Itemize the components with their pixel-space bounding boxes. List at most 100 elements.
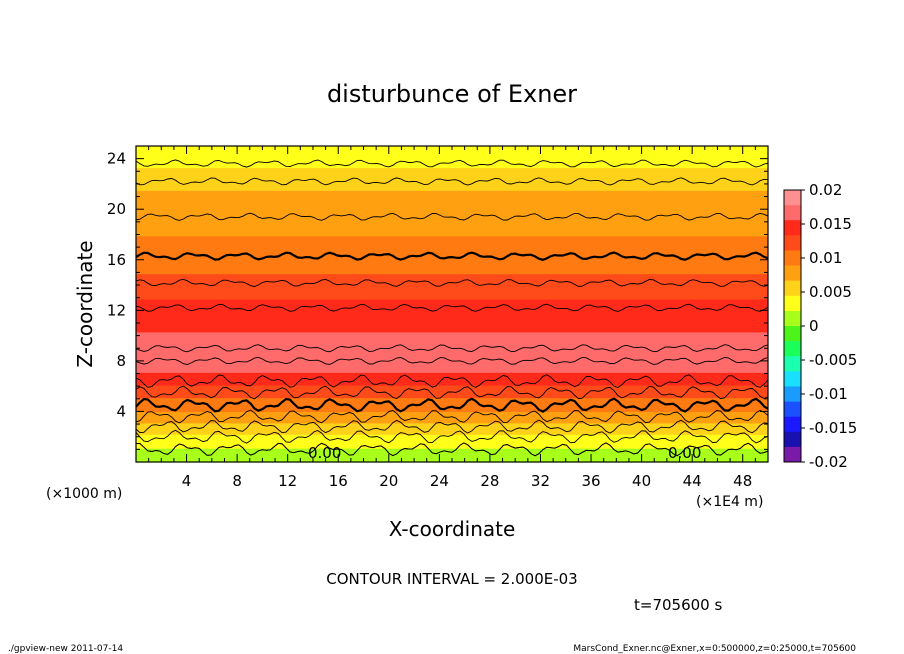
field-band <box>136 338 768 340</box>
field-band <box>136 416 768 419</box>
contour-line <box>135 159 769 168</box>
field-band <box>136 383 768 386</box>
y-unit-label: (×1000 m) <box>46 486 122 502</box>
field-band <box>136 441 768 444</box>
field-band <box>136 329 768 332</box>
field-band <box>136 239 768 242</box>
field-band <box>136 264 768 267</box>
field-band <box>136 456 768 459</box>
field-band <box>136 454 768 457</box>
field-band <box>136 229 768 232</box>
field-band <box>136 417 768 420</box>
field-band <box>136 424 768 426</box>
field-band <box>136 224 768 227</box>
field-band <box>136 419 768 421</box>
field-band <box>136 235 768 238</box>
field-band <box>136 449 768 452</box>
field-band <box>136 374 768 377</box>
colorbar-tick-label: 0.005 <box>809 283 852 301</box>
field-band <box>136 359 768 362</box>
field-band <box>136 320 768 323</box>
field-band <box>136 384 768 387</box>
contour-label-1: 0.00 <box>308 444 341 462</box>
field-band <box>136 212 768 215</box>
field-band <box>136 152 768 155</box>
field-band <box>136 164 768 167</box>
field-band <box>136 331 768 334</box>
contour-interval-label: CONTOUR INTERVAL = 2.000E-03 <box>326 570 577 588</box>
field-band <box>136 221 768 224</box>
field-band <box>136 263 768 266</box>
field-band <box>136 445 768 448</box>
field-band <box>136 261 768 263</box>
field-band <box>136 225 768 228</box>
contour-lines <box>135 159 769 457</box>
field-band <box>136 431 768 434</box>
field-band <box>136 346 768 349</box>
field-band <box>136 173 768 176</box>
colorbar-swatch <box>784 386 801 402</box>
field-band <box>136 234 768 237</box>
field-band <box>136 379 768 382</box>
footer-left: ./gpview-new 2011-07-14 <box>8 644 123 654</box>
field-band <box>136 180 768 182</box>
field-band <box>136 243 768 246</box>
field-band <box>136 377 768 380</box>
field-band <box>136 240 768 243</box>
field-band <box>136 388 768 391</box>
chart-title: disturbunce of Exner <box>327 80 577 108</box>
contour-line <box>135 409 769 424</box>
field-band <box>136 267 768 270</box>
field-band <box>136 282 768 285</box>
field-band <box>136 381 768 383</box>
field-band <box>136 316 768 319</box>
x-tick-label: 20 <box>379 472 398 490</box>
field-band <box>136 206 768 209</box>
field-band <box>136 372 768 375</box>
field-band <box>136 186 768 189</box>
field-band <box>136 276 768 279</box>
field-band <box>136 167 768 170</box>
field-band <box>136 245 768 248</box>
x-tick-label: 4 <box>182 472 192 490</box>
field-band <box>136 293 768 296</box>
field-band <box>136 340 768 343</box>
field-band <box>136 188 768 191</box>
colorbar-swatch <box>784 220 801 236</box>
colorbar: 0.02 0.015 0.01 0.005 0 -0.005 -0.01 -0.015 -0.0… <box>783 181 857 471</box>
contour-line <box>135 429 769 444</box>
colorbar-swatch <box>784 205 801 221</box>
field-band <box>136 336 768 339</box>
field-band <box>136 187 768 190</box>
field-band <box>136 410 768 413</box>
field-band <box>136 170 768 172</box>
field-band <box>136 400 768 402</box>
field-band <box>136 162 768 165</box>
field-band <box>136 364 768 367</box>
colorbar-tick-label: 0.01 <box>809 249 842 267</box>
field-band <box>136 182 768 185</box>
y-tick-label: 12 <box>107 301 126 319</box>
field-band <box>136 175 768 177</box>
colorbar-swatch <box>784 401 801 417</box>
field-band <box>136 201 768 204</box>
colorbar-swatch <box>784 310 801 327</box>
field-band <box>136 319 768 322</box>
field-band <box>136 210 768 213</box>
field-band <box>136 159 768 162</box>
field-band <box>136 290 768 292</box>
footer-right: MarsCond_Exner.nc@Exner,x=0:500000,z=0:2… <box>573 644 856 654</box>
field-band <box>136 408 768 411</box>
field-band <box>136 161 768 164</box>
colorbar-swatch <box>784 265 801 281</box>
field-band <box>136 274 768 277</box>
field-band <box>136 411 768 414</box>
field-band <box>136 199 768 201</box>
y-tick-label: 24 <box>107 150 126 168</box>
x-tick-label: 44 <box>683 472 702 490</box>
field-band <box>136 403 768 406</box>
field-band <box>136 233 768 236</box>
field-band <box>136 370 768 373</box>
field-band <box>136 334 768 337</box>
field-band <box>136 350 768 353</box>
